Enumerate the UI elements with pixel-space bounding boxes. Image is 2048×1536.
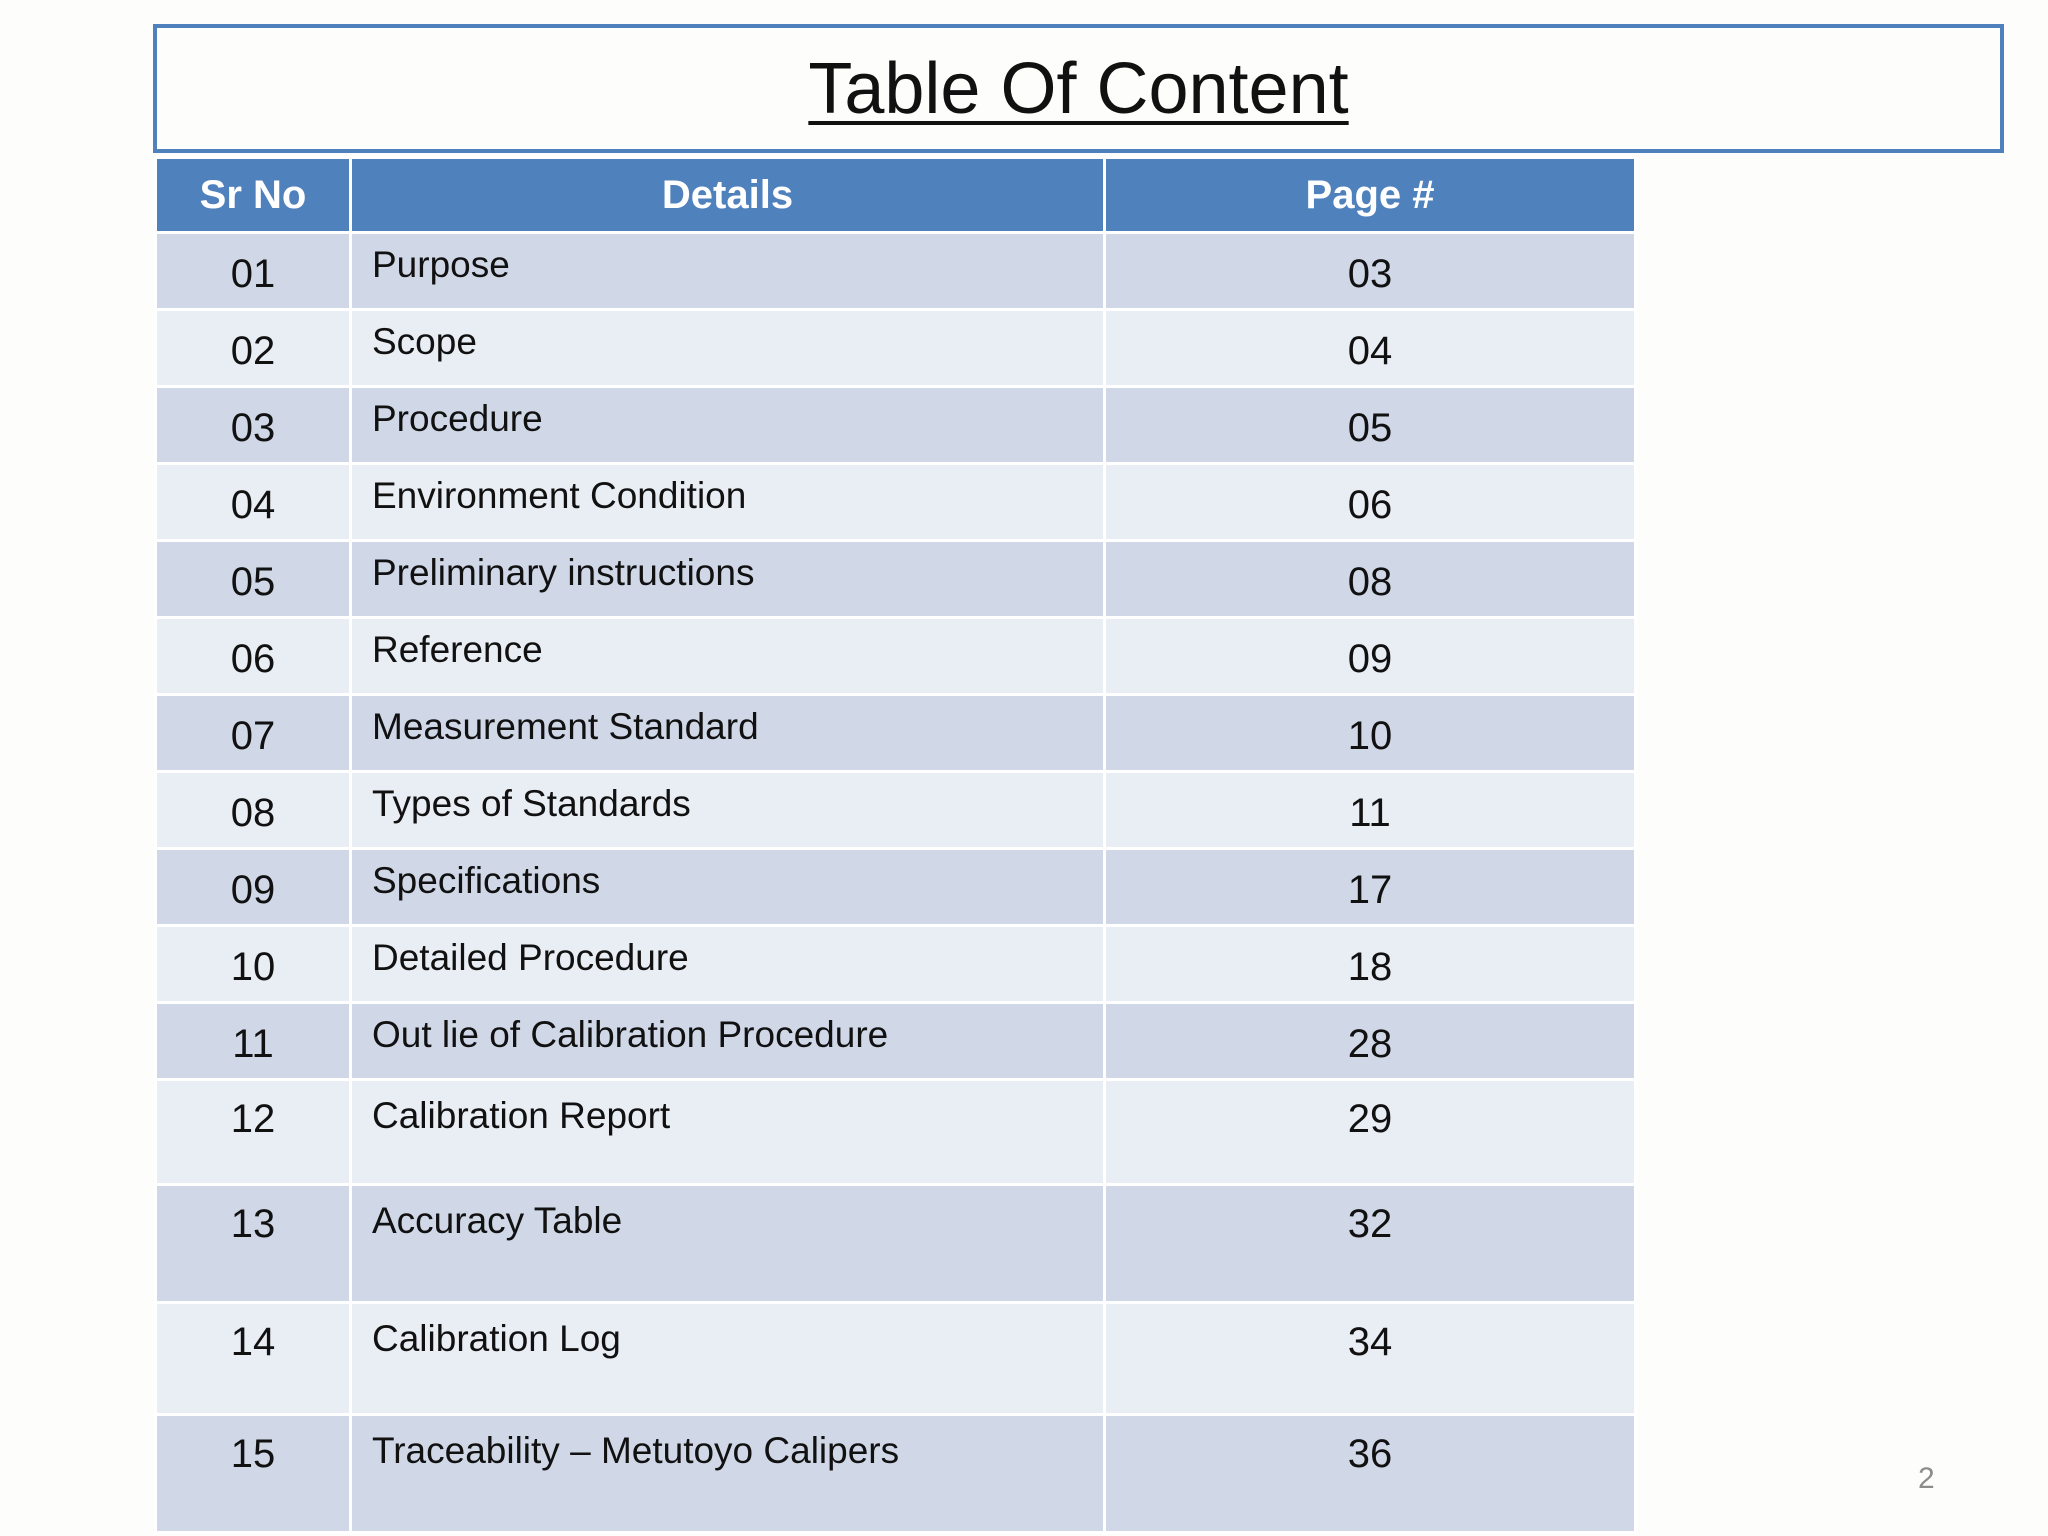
detail-cell: Reference [349,616,1106,696]
detail-cell: Detailed Procedure [349,924,1106,1004]
page-cell: 18 [1103,924,1637,1004]
sr-no-cell: 10 [154,924,352,1004]
sr-no-cell: 01 [154,231,352,311]
detail-cell: Environment Condition [349,462,1106,542]
header-page: Page # [1103,156,1637,234]
page-cell: 10 [1103,693,1637,773]
detail-cell: Calibration Report [349,1078,1106,1186]
detail-cell: Traceability – Metutoyo Calipers [349,1413,1106,1534]
detail-cell: Out lie of Calibration Procedure [349,1001,1106,1081]
table-row: 01 Purpose 03 [154,231,1637,311]
title-box: Table Of Content [153,24,2004,153]
table-row: 02 Scope 04 [154,308,1637,388]
detail-cell: Scope [349,308,1106,388]
sr-no-cell: 14 [154,1301,352,1416]
sr-no-cell: 06 [154,616,352,696]
table-row: 12 Calibration Report 29 [154,1078,1637,1186]
page-cell: 08 [1103,539,1637,619]
sr-no-cell: 02 [154,308,352,388]
table-row: 13 Accuracy Table 32 [154,1183,1637,1304]
sr-no-cell: 07 [154,693,352,773]
table-row: 15 Traceability – Metutoyo Calipers 36 [154,1413,1637,1534]
detail-cell: Procedure [349,385,1106,465]
table-row: 14 Calibration Log 34 [154,1301,1637,1416]
table-row: 03 Procedure 05 [154,385,1637,465]
sr-no-cell: 12 [154,1078,352,1186]
detail-cell: Calibration Log [349,1301,1106,1416]
sr-no-cell: 11 [154,1001,352,1081]
page-cell: 11 [1103,770,1637,850]
toc-table: Sr No Details Page # 01 Purpose 03 02 Sc… [154,156,1637,1534]
page-cell: 09 [1103,616,1637,696]
sr-no-cell: 09 [154,847,352,927]
page-cell: 03 [1103,231,1637,311]
table-row: 04 Environment Condition 06 [154,462,1637,542]
page-title: Table Of Content [808,49,1349,129]
table-row: 10 Detailed Procedure 18 [154,924,1637,1004]
table-header-row: Sr No Details Page # [154,156,1637,234]
detail-cell: Accuracy Table [349,1183,1106,1304]
table-row: 11 Out lie of Calibration Procedure 28 [154,1001,1637,1081]
page-cell: 05 [1103,385,1637,465]
page-cell: 06 [1103,462,1637,542]
slide-number: 2 [1918,1462,1935,1495]
sr-no-cell: 15 [154,1413,352,1534]
page-cell: 28 [1103,1001,1637,1081]
sr-no-cell: 08 [154,770,352,850]
page-cell: 34 [1103,1301,1637,1416]
sr-no-cell: 03 [154,385,352,465]
sr-no-cell: 04 [154,462,352,542]
page-cell: 32 [1103,1183,1637,1304]
sr-no-cell: 05 [154,539,352,619]
page-cell: 29 [1103,1078,1637,1186]
detail-cell: Purpose [349,231,1106,311]
detail-cell: Preliminary instructions [349,539,1106,619]
table-row: 05 Preliminary instructions 08 [154,539,1637,619]
sr-no-cell: 13 [154,1183,352,1304]
table-row: 09 Specifications 17 [154,847,1637,927]
table-row: 08 Types of Standards 11 [154,770,1637,850]
detail-cell: Types of Standards [349,770,1106,850]
header-sr-no: Sr No [154,156,352,234]
header-details: Details [349,156,1106,234]
table-row: 06 Reference 09 [154,616,1637,696]
page-cell: 17 [1103,847,1637,927]
detail-cell: Specifications [349,847,1106,927]
detail-cell: Measurement Standard [349,693,1106,773]
table-row: 07 Measurement Standard 10 [154,693,1637,773]
page-cell: 04 [1103,308,1637,388]
page-cell: 36 [1103,1413,1637,1534]
